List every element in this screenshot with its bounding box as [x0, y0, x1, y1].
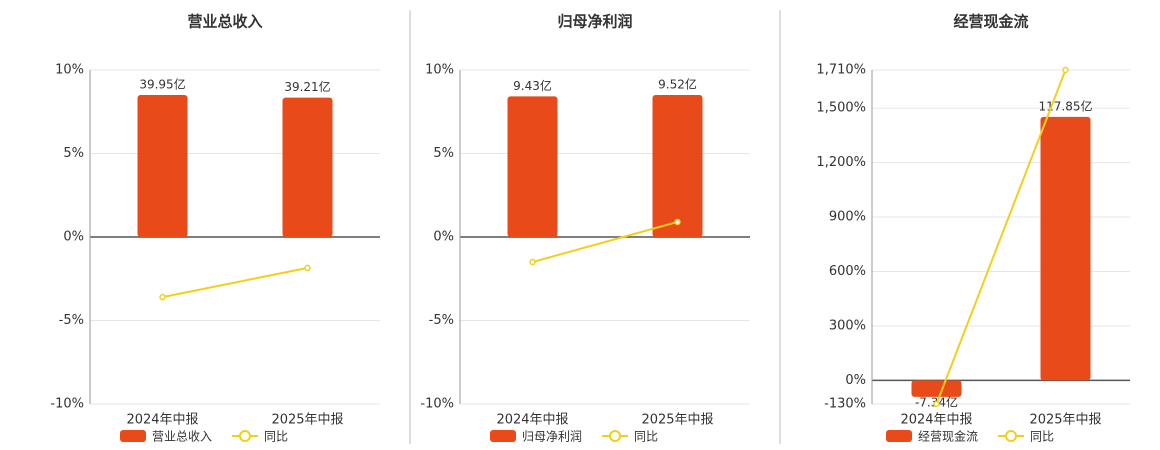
- data-label: 117.85亿: [1039, 98, 1093, 113]
- y-tick-label: 10%: [425, 63, 454, 78]
- line: [935, 69, 1067, 405]
- legend-label: 归母净利润: [522, 430, 582, 444]
- bar: [137, 95, 188, 237]
- legend-label: 同比: [264, 430, 288, 444]
- line-point: [304, 264, 311, 272]
- line-point: [674, 218, 681, 226]
- y-tick-label: 1,500%: [816, 101, 866, 116]
- bar: [652, 95, 703, 237]
- line-point: [1062, 66, 1069, 74]
- legend-label: 同比: [1030, 430, 1054, 444]
- x-tick-label: 2024年中报: [126, 413, 198, 428]
- y-tick-label: -10%: [50, 397, 84, 412]
- legend-label: 经营现金流: [918, 429, 978, 444]
- line-point: [159, 293, 166, 301]
- legend-marker: [1005, 430, 1018, 442]
- y-tick-label: -130%: [824, 397, 866, 412]
- data-label: 9.43亿: [513, 78, 552, 93]
- y-tick-label: 300%: [829, 318, 866, 333]
- y-tick-label: 10%: [55, 63, 84, 78]
- y-tick-label: 0%: [845, 373, 866, 388]
- legend-swatch: [886, 430, 912, 442]
- y-tick-label: 5%: [63, 146, 84, 161]
- legend-swatch: [490, 430, 516, 442]
- legend-swatch: [120, 430, 146, 442]
- legend-label: 营业总收入: [152, 430, 212, 444]
- y-tick-label: 900%: [829, 210, 866, 225]
- bar: [507, 96, 558, 237]
- legend-marker: [609, 430, 622, 442]
- y-tick-label: -10%: [420, 397, 454, 412]
- data-label: 9.52亿: [658, 77, 697, 92]
- line: [162, 266, 308, 299]
- chart-title: 经营现金流: [953, 13, 1028, 31]
- y-tick-label: -5%: [59, 313, 84, 328]
- y-tick-label: 0%: [433, 230, 454, 245]
- bar: [911, 380, 962, 397]
- y-tick-label: 5%: [433, 146, 454, 161]
- data-label: 39.21亿: [284, 79, 330, 94]
- x-tick-label: 2025年中报: [271, 413, 343, 428]
- chart-title: 营业总收入: [187, 13, 262, 31]
- y-tick-label: 600%: [829, 264, 866, 279]
- line-point: [529, 258, 536, 266]
- x-tick-label: 2024年中报: [496, 413, 568, 428]
- y-tick-label: 1,200%: [816, 155, 866, 170]
- legend-label: 同比: [634, 430, 658, 444]
- line-point: [933, 400, 940, 408]
- line: [532, 221, 678, 264]
- x-tick-label: 2025年中报: [1029, 413, 1101, 428]
- bar: [1040, 116, 1091, 381]
- bar: [282, 97, 333, 238]
- data-label: 39.95亿: [139, 77, 185, 92]
- y-tick-label: 0%: [63, 230, 84, 245]
- legend-marker: [239, 430, 252, 442]
- y-tick-label: 1,710%: [816, 63, 866, 78]
- chart-title: 归母净利润: [557, 13, 632, 31]
- x-tick-label: 2024年中报: [900, 413, 972, 428]
- x-tick-label: 2025年中报: [641, 413, 713, 428]
- y-tick-label: -5%: [429, 313, 454, 328]
